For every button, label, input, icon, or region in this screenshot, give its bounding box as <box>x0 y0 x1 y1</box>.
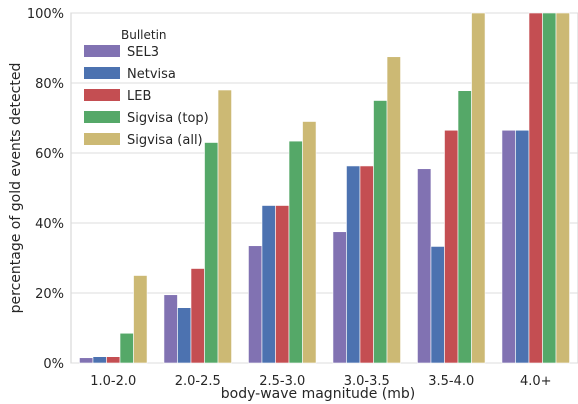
plot-background <box>70 12 578 364</box>
bar <box>92 356 107 364</box>
bar <box>177 307 192 364</box>
bar <box>332 231 347 364</box>
bar <box>515 129 530 364</box>
bar <box>528 12 543 364</box>
y-tick-label: 80% <box>35 77 64 92</box>
x-tick-labels: 1.0-2.0 2.0-2.5 2.5-3.0 3.0-3.5 3.5-4.0 4.0+ <box>90 374 551 389</box>
x-tick-label: 3.5-4.0 <box>428 374 474 389</box>
x-tick-label: 2.0-2.5 <box>175 374 221 389</box>
plot-area <box>70 12 578 364</box>
bar <box>417 168 432 364</box>
bar <box>430 246 445 364</box>
bar <box>275 205 290 364</box>
bar <box>204 142 219 364</box>
bar <box>471 12 486 364</box>
legend-entry: LEB <box>127 89 151 104</box>
x-axis-label: body-wave magnitude (mb) <box>221 386 415 402</box>
bar <box>555 12 570 364</box>
y-gridlines <box>71 12 578 364</box>
legend-title: Bulletin <box>121 28 167 42</box>
bar <box>359 165 374 364</box>
y-tick-labels: 0% 20% 40% 60% 80% 100% <box>27 7 64 372</box>
bar <box>217 89 232 364</box>
bar <box>190 268 205 364</box>
bar <box>373 100 388 364</box>
legend-swatch <box>84 133 120 145</box>
y-axis-label: percentage of gold events detected <box>8 63 24 314</box>
y-tick-label: 40% <box>35 217 64 232</box>
bar <box>346 165 361 364</box>
y-tick-label: 60% <box>35 147 64 162</box>
bar <box>133 275 148 364</box>
bar <box>248 245 263 364</box>
bar <box>542 12 557 364</box>
bar <box>444 129 459 364</box>
x-tick-label: 1.0-2.0 <box>90 374 136 389</box>
x-tick-label: 4.0+ <box>520 374 552 389</box>
legend-entry: Sigvisa (top) <box>127 111 209 126</box>
bar <box>501 129 516 364</box>
legend-entry: Netvisa <box>127 67 176 82</box>
bar <box>119 332 134 364</box>
y-tick-label: 0% <box>43 357 64 372</box>
legend-entry: Sigvisa (all) <box>127 133 203 148</box>
y-tick-label: 100% <box>27 7 64 22</box>
legend-swatch <box>84 67 120 79</box>
bar <box>106 356 121 364</box>
legend-swatch <box>84 111 120 123</box>
legend: Bulletin SEL3 Netvisa LEB Sigvisa (top) Sigv… <box>84 28 209 148</box>
legend-swatch <box>84 45 120 57</box>
bar <box>288 140 303 364</box>
bar <box>163 294 178 364</box>
bars <box>79 12 570 364</box>
bar <box>302 121 317 364</box>
legend-entry: SEL3 <box>127 45 159 60</box>
x-tick-label: 2.5-3.0 <box>259 374 305 389</box>
x-tick-label: 3.0-3.5 <box>344 374 390 389</box>
bar <box>79 357 94 364</box>
y-tick-label: 20% <box>35 287 64 302</box>
bar <box>386 56 401 364</box>
bar <box>261 205 276 364</box>
legend-swatch <box>84 89 120 101</box>
bar <box>457 90 472 364</box>
